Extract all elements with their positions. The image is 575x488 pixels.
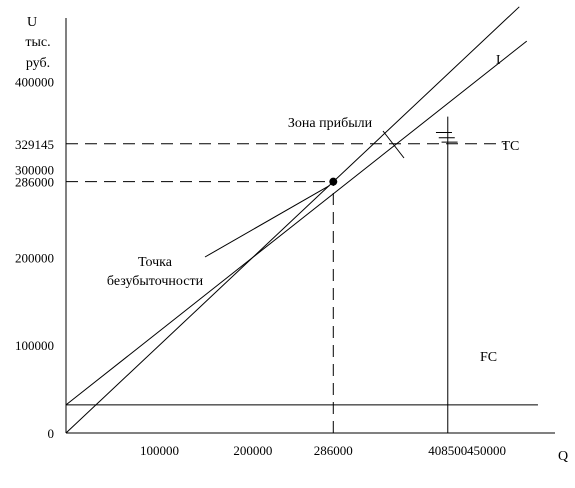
y-axis-label-currency: руб. <box>26 56 50 71</box>
series-line-tc <box>65 40 528 406</box>
y-tick-label: 300000 <box>15 162 54 177</box>
x-tick-label: 100000 <box>140 443 179 458</box>
break-even-label-line1: Точка <box>138 255 173 270</box>
profit-zone-label: Зона прибыли <box>288 116 373 131</box>
break-even-label-line2: безубыточности <box>107 274 204 289</box>
break-even-point <box>329 177 338 186</box>
x-tick-label: 450000 <box>467 443 506 458</box>
series-label-fc: FC <box>480 350 497 365</box>
y-axis-label-unit: тыс. <box>25 35 50 50</box>
break-even-pointer <box>204 185 330 258</box>
y-tick-label: 329145 <box>15 137 54 152</box>
y-tick-label: 400000 <box>15 75 54 90</box>
series-label-i: I <box>496 53 501 68</box>
x-axis-label: Q <box>558 449 568 464</box>
series-label-tc: TC <box>502 139 520 154</box>
y-tick-label: 200000 <box>15 250 54 265</box>
series-line-i <box>65 6 520 434</box>
x-tick-label: 286000 <box>314 443 353 458</box>
y-tick-label: 0 <box>48 426 55 441</box>
profit-zone-pointer <box>382 130 405 159</box>
y-axis-label-u: U <box>27 15 37 30</box>
y-tick-label: 286000 <box>15 175 54 190</box>
x-tick-label: 200000 <box>233 443 272 458</box>
x-tick-label: 408500 <box>428 443 467 458</box>
y-tick-label: 100000 <box>15 338 54 353</box>
